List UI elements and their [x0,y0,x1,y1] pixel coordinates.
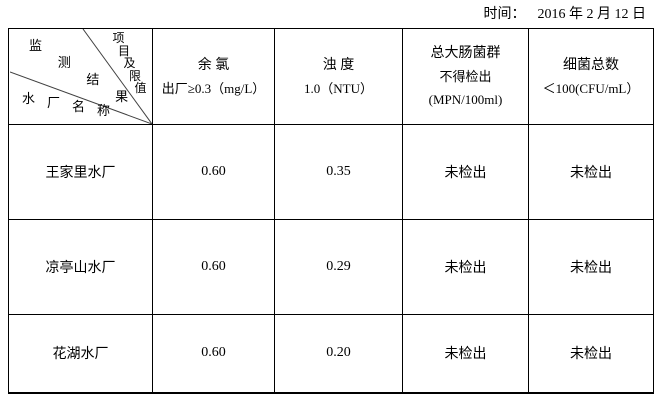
header-row: 项目及限值 监测结果 水厂名称 余 氯 出厂≥0.3（mg/L） 浊 度 1.0… [8,28,654,125]
value-cell: 未检出 [402,314,529,393]
corner-label-items-limits: 项目及限值 [112,31,147,95]
table-row: 凉亭山水厂 0.60 0.29 未检出 未检出 [8,219,654,315]
value-cell: 0.60 [152,124,275,220]
corner-header-cell: 项目及限值 监测结果 水厂名称 [8,28,153,125]
water-quality-table: 项目及限值 监测结果 水厂名称 余 氯 出厂≥0.3（mg/L） 浊 度 1.0… [8,28,654,394]
corner-label-monitoring-results: 监测结果 [29,37,129,104]
column-limit: ＜100(CFU/mL） [542,80,640,96]
value-cell: 未检出 [528,314,654,393]
corner-box: 项目及限值 监测结果 水厂名称 [9,29,152,124]
value-cell: 未检出 [528,219,654,315]
column-unit: (MPN/100ml) [428,92,503,107]
value-cell: 0.35 [274,124,403,220]
value-cell: 0.29 [274,219,403,315]
column-name: 总大肠菌群 [430,46,501,61]
diagonal-divider-lines [9,29,152,124]
value-cell: 未检出 [402,219,529,315]
column-header-turbidity: 浊 度 1.0（NTU） [274,28,403,125]
time-label: 时间： [483,7,526,22]
column-limit: 出厂≥0.3（mg/L） [161,80,266,96]
value-cell: 0.60 [152,219,275,315]
time-value: 2016 年 2 月 12 日 [537,7,647,22]
value-cell: 0.20 [274,314,403,393]
value-cell: 未检出 [402,124,529,220]
plant-name-cell: 花湖水厂 [8,314,153,393]
column-limit: 1.0（NTU） [304,80,373,96]
corner-label-plant-name: 水厂名称 [22,90,111,118]
plant-name-cell: 王家里水厂 [8,124,153,220]
table-row: 花湖水厂 0.60 0.20 未检出 未检出 [8,314,654,393]
column-header-bacteria-count: 细菌总数 ＜100(CFU/mL） [528,28,654,125]
value-cell: 未检出 [528,124,654,220]
column-name: 细菌总数 [563,57,619,73]
column-header-total-coliform: 总大肠菌群 不得检出 (MPN/100ml) [402,28,529,125]
plant-name-cell: 凉亭山水厂 [8,219,153,315]
timestamp: 时间： 2016 年 2 月 12 日 [484,3,647,23]
column-limit: 不得检出 [439,69,492,84]
column-name: 余 氯 [197,57,230,73]
column-header-residual-chlorine: 余 氯 出厂≥0.3（mg/L） [152,28,275,125]
value-cell: 0.60 [152,314,275,393]
table-row: 王家里水厂 0.60 0.35 未检出 未检出 [8,124,654,220]
column-name: 浊 度 [322,57,355,73]
